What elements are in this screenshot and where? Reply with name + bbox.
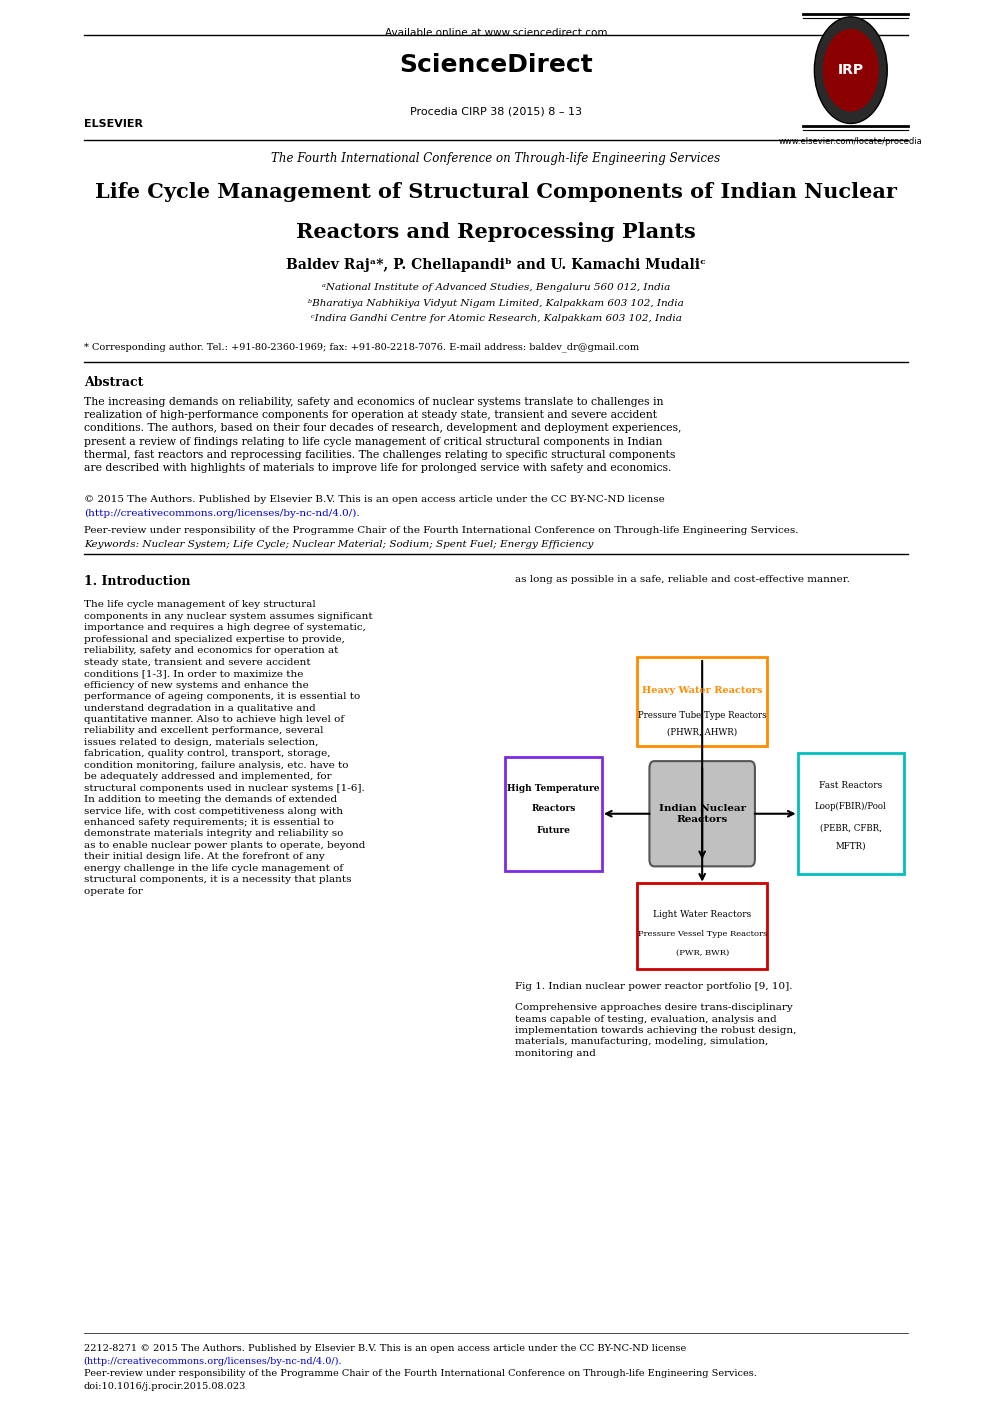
Text: ᵃNational Institute of Advanced Studies, Bengaluru 560 012, India: ᵃNational Institute of Advanced Studies,… (321, 283, 671, 292)
Text: ScienceDirect: ScienceDirect (399, 53, 593, 77)
Text: The increasing demands on reliability, safety and economics of nuclear systems t: The increasing demands on reliability, s… (83, 397, 682, 473)
Text: doi:10.1016/j.procir.2015.08.023: doi:10.1016/j.procir.2015.08.023 (83, 1382, 246, 1390)
Text: Future: Future (537, 826, 570, 835)
Text: (http://creativecommons.org/licenses/by-nc-nd/4.0/).: (http://creativecommons.org/licenses/by-… (83, 1357, 342, 1367)
Text: (PEBR, CFBR,: (PEBR, CFBR, (819, 824, 882, 832)
Text: ᵇBharatiya Nabhikiya Vidyut Nigam Limited, Kalpakkam 603 102, India: ᵇBharatiya Nabhikiya Vidyut Nigam Limite… (309, 299, 683, 307)
Text: Pressure Tube Type Reactors: Pressure Tube Type Reactors (638, 711, 767, 720)
Text: 2212-8271 © 2015 The Authors. Published by Elsevier B.V. This is an open access : 2212-8271 © 2015 The Authors. Published … (83, 1344, 685, 1352)
Text: © 2015 The Authors. Published by Elsevier B.V. This is an open access article un: © 2015 The Authors. Published by Elsevie… (83, 495, 665, 504)
Text: ELSEVIER: ELSEVIER (83, 119, 143, 129)
Text: (PHWR, AHWR): (PHWR, AHWR) (667, 728, 737, 737)
Text: (PWR, BWR): (PWR, BWR) (676, 948, 729, 957)
Text: Keywords: Nuclear System; Life Cycle; Nuclear Material; Sodium; Spent Fuel; Ener: Keywords: Nuclear System; Life Cycle; Nu… (83, 540, 593, 549)
Text: Peer-review under responsibility of the Programme Chair of the Fourth Internatio: Peer-review under responsibility of the … (83, 1369, 757, 1378)
Text: as long as possible in a safe, reliable and cost-effective manner.: as long as possible in a safe, reliable … (515, 575, 850, 584)
Text: (http://creativecommons.org/licenses/by-nc-nd/4.0/).: (http://creativecommons.org/licenses/by-… (83, 509, 359, 519)
Text: The Fourth International Conference on Through-life Engineering Services: The Fourth International Conference on T… (272, 152, 720, 164)
FancyBboxPatch shape (505, 758, 602, 870)
FancyBboxPatch shape (650, 760, 755, 866)
Text: Procedia CIRP 38 (2015) 8 – 13: Procedia CIRP 38 (2015) 8 – 13 (410, 107, 582, 116)
Text: Loop(FBIR)/Pool: Loop(FBIR)/Pool (814, 803, 887, 811)
Text: www.elsevier.com/locate/procedia: www.elsevier.com/locate/procedia (779, 137, 923, 146)
Text: IRP: IRP (837, 63, 864, 77)
Text: Fig 1. Indian nuclear power reactor portfolio [9, 10].: Fig 1. Indian nuclear power reactor port… (515, 982, 793, 991)
FancyBboxPatch shape (637, 657, 768, 746)
Circle shape (822, 28, 880, 112)
Text: The life cycle management of key structural
components in any nuclear system ass: The life cycle management of key structu… (83, 600, 372, 895)
Text: Available online at www.sciencedirect.com: Available online at www.sciencedirect.co… (385, 28, 607, 38)
Text: MFTR): MFTR) (835, 842, 866, 850)
Text: Abstract: Abstract (83, 376, 143, 389)
Text: 1. Introduction: 1. Introduction (83, 575, 190, 588)
Text: Light Water Reactors: Light Water Reactors (653, 911, 751, 919)
Text: Baldev Rajᵃ*, P. Chellapandiᵇ and U. Kamachi Mudaliᶜ: Baldev Rajᵃ*, P. Chellapandiᵇ and U. Kam… (286, 258, 706, 272)
Text: Comprehensive approaches desire trans-disciplinary
teams capable of testing, eva: Comprehensive approaches desire trans-di… (515, 1003, 797, 1058)
Text: Fast Reactors: Fast Reactors (819, 781, 883, 790)
Text: Reactors and Reprocessing Plants: Reactors and Reprocessing Plants (297, 222, 695, 241)
Text: Pressure Vessel Type Reactors: Pressure Vessel Type Reactors (638, 930, 767, 939)
Text: High Temperature: High Temperature (507, 784, 600, 793)
Text: Peer-review under responsibility of the Programme Chair of the Fourth Internatio: Peer-review under responsibility of the … (83, 526, 799, 535)
Text: Indian Nuclear
Reactors: Indian Nuclear Reactors (659, 804, 746, 824)
FancyBboxPatch shape (637, 884, 768, 969)
Text: Reactors: Reactors (532, 804, 575, 812)
FancyBboxPatch shape (798, 753, 904, 874)
Text: * Corresponding author. Tel.: +91-80-2360-1969; fax: +91-80-2218-7076. E-mail ad: * Corresponding author. Tel.: +91-80-236… (83, 342, 639, 352)
Text: ᶜIndira Gandhi Centre for Atomic Research, Kalpakkam 603 102, India: ᶜIndira Gandhi Centre for Atomic Researc… (310, 314, 682, 323)
Circle shape (814, 17, 887, 123)
Text: Life Cycle Management of Structural Components of Indian Nuclear: Life Cycle Management of Structural Comp… (95, 182, 897, 202)
Text: Heavy Water Reactors: Heavy Water Reactors (642, 686, 763, 694)
